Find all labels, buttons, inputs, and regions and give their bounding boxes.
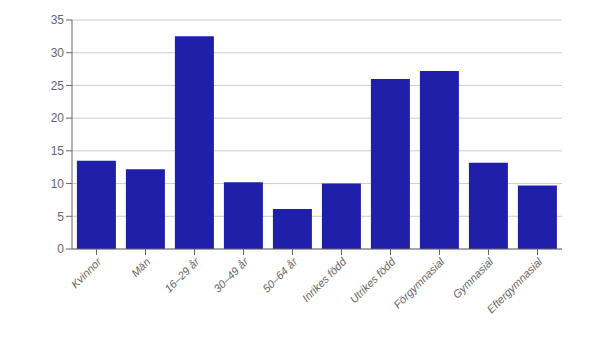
svg-text:15: 15 — [51, 144, 65, 158]
svg-text:5: 5 — [57, 210, 64, 224]
svg-text:10: 10 — [51, 177, 65, 191]
svg-text:30: 30 — [51, 46, 65, 60]
svg-text:25: 25 — [51, 79, 65, 93]
svg-text:Utrikes född: Utrikes född — [347, 255, 398, 306]
svg-text:Gymnasial: Gymnasial — [450, 255, 496, 301]
svg-text:Kvinnor: Kvinnor — [69, 255, 105, 291]
svg-text:Förgymnasial: Förgymnasial — [391, 255, 447, 311]
svg-text:0: 0 — [57, 242, 64, 256]
svg-text:Män: Män — [129, 255, 153, 279]
svg-text:50–64 år: 50–64 år — [260, 255, 300, 295]
svg-text:30–49 år: 30–49 år — [211, 255, 251, 295]
svg-text:Eftergymnasial: Eftergymnasial — [484, 255, 544, 315]
svg-text:20: 20 — [51, 111, 65, 125]
svg-text:35: 35 — [51, 13, 65, 27]
svg-text:16–29 år: 16–29 år — [162, 255, 202, 295]
svg-text:Inrikes född: Inrikes född — [300, 255, 349, 304]
